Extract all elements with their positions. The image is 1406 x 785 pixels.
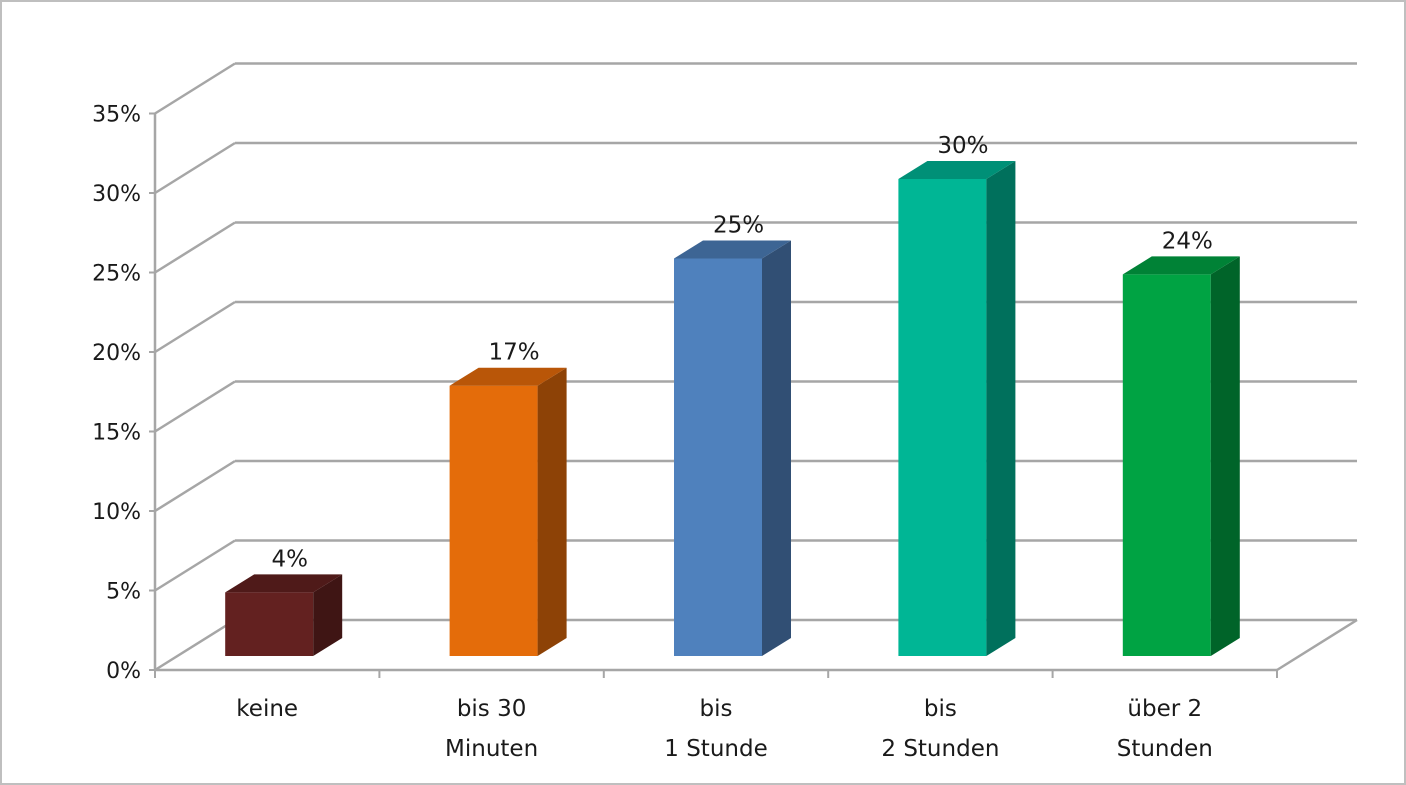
bar bbox=[449, 385, 538, 656]
floor-edge bbox=[1276, 618, 1358, 672]
bar-side bbox=[537, 367, 567, 656]
y-tick-label: 25% bbox=[92, 262, 141, 287]
bar-top bbox=[225, 574, 343, 593]
gridline-side bbox=[154, 539, 236, 592]
data-label: 25% bbox=[713, 213, 764, 239]
bar-top bbox=[898, 161, 1016, 179]
x-tick-label: bis bbox=[924, 696, 957, 722]
y-tick-label: 30% bbox=[92, 182, 141, 207]
bar-side bbox=[1210, 256, 1240, 656]
x-tick-label: 2 Stunden bbox=[881, 736, 999, 762]
x-tick-label: keine bbox=[236, 696, 298, 722]
bar-top bbox=[1122, 256, 1240, 275]
x-tick-label: Minuten bbox=[445, 736, 538, 762]
bar-top bbox=[674, 240, 791, 259]
x-tick-label: über 2 bbox=[1127, 696, 1202, 722]
x-tick-label: bis bbox=[700, 696, 733, 722]
y-tick-label: 35% bbox=[92, 103, 141, 128]
bar-top bbox=[449, 367, 567, 386]
y-tick-label: 15% bbox=[92, 421, 141, 446]
data-label: 17% bbox=[489, 340, 540, 366]
data-label: 4% bbox=[271, 546, 308, 572]
bar-side bbox=[313, 574, 343, 656]
x-tick-label: Stunden bbox=[1117, 736, 1213, 762]
gridline-side bbox=[154, 221, 236, 274]
y-tick-label: 20% bbox=[92, 341, 141, 366]
y-tick-label: 0% bbox=[106, 659, 141, 684]
bar-side bbox=[986, 161, 1016, 656]
gridline-side bbox=[154, 380, 236, 433]
x-tick-label: bis 30 bbox=[457, 696, 527, 722]
gridline-side bbox=[154, 300, 236, 354]
bar bbox=[1122, 274, 1211, 656]
gridline-side bbox=[154, 459, 236, 513]
bar bbox=[898, 179, 987, 656]
gridline-side bbox=[154, 141, 236, 195]
x-tick-label: 1 Stunde bbox=[664, 736, 767, 762]
y-tick-label: 5% bbox=[106, 580, 141, 605]
data-label: 24% bbox=[1162, 228, 1213, 254]
bar bbox=[225, 592, 314, 656]
bar-side bbox=[762, 240, 791, 656]
gridline-side bbox=[154, 62, 236, 115]
gridline-side bbox=[154, 618, 236, 672]
y-tick-label: 10% bbox=[92, 500, 141, 525]
bar bbox=[674, 258, 762, 656]
data-label: 30% bbox=[937, 133, 988, 159]
